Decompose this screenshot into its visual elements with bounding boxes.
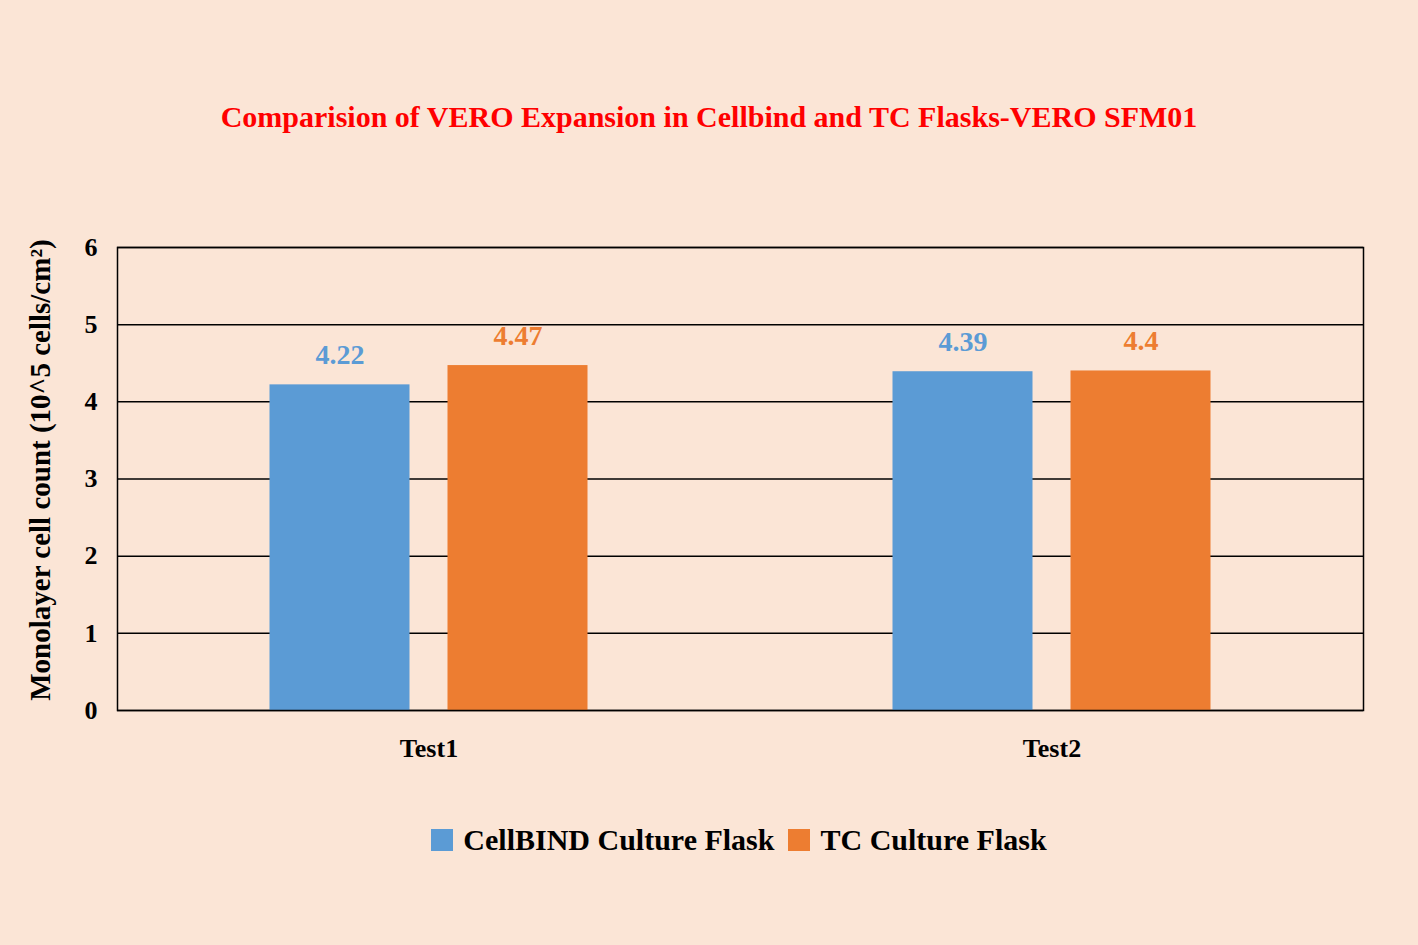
html-text:TC Culture Flask: TC Culture Flask xyxy=(820,823,1047,856)
html-text:Comparision of VERO Expansion: Comparision of VERO Expansion in Cellbin… xyxy=(220,100,1198,133)
svg-text:Test2: Test2 xyxy=(1023,734,1081,760)
svg-text:Test1: Test1 xyxy=(400,734,458,760)
svg-text:6: 6 xyxy=(85,233,98,262)
svg-text:4.47: 4.47 xyxy=(494,320,543,351)
svg-text:2: 2 xyxy=(85,541,98,570)
svg-text:4.22: 4.22 xyxy=(316,339,365,370)
svg-text:3: 3 xyxy=(85,464,98,493)
svg-text:4: 4 xyxy=(85,387,98,416)
svg-text:5: 5 xyxy=(85,310,98,339)
svg-text:4.4: 4.4 xyxy=(1124,325,1159,356)
svg-text:1: 1 xyxy=(85,619,98,648)
svg-text:0: 0 xyxy=(85,696,98,725)
html-text:CellBIND Culture Flask: CellBIND Culture Flask xyxy=(463,823,775,856)
html-text:Monolayer cell count (10^5 cel: Monolayer cell count (10^5 cells/cm²) xyxy=(23,239,56,701)
svg-text:4.39: 4.39 xyxy=(939,326,988,357)
